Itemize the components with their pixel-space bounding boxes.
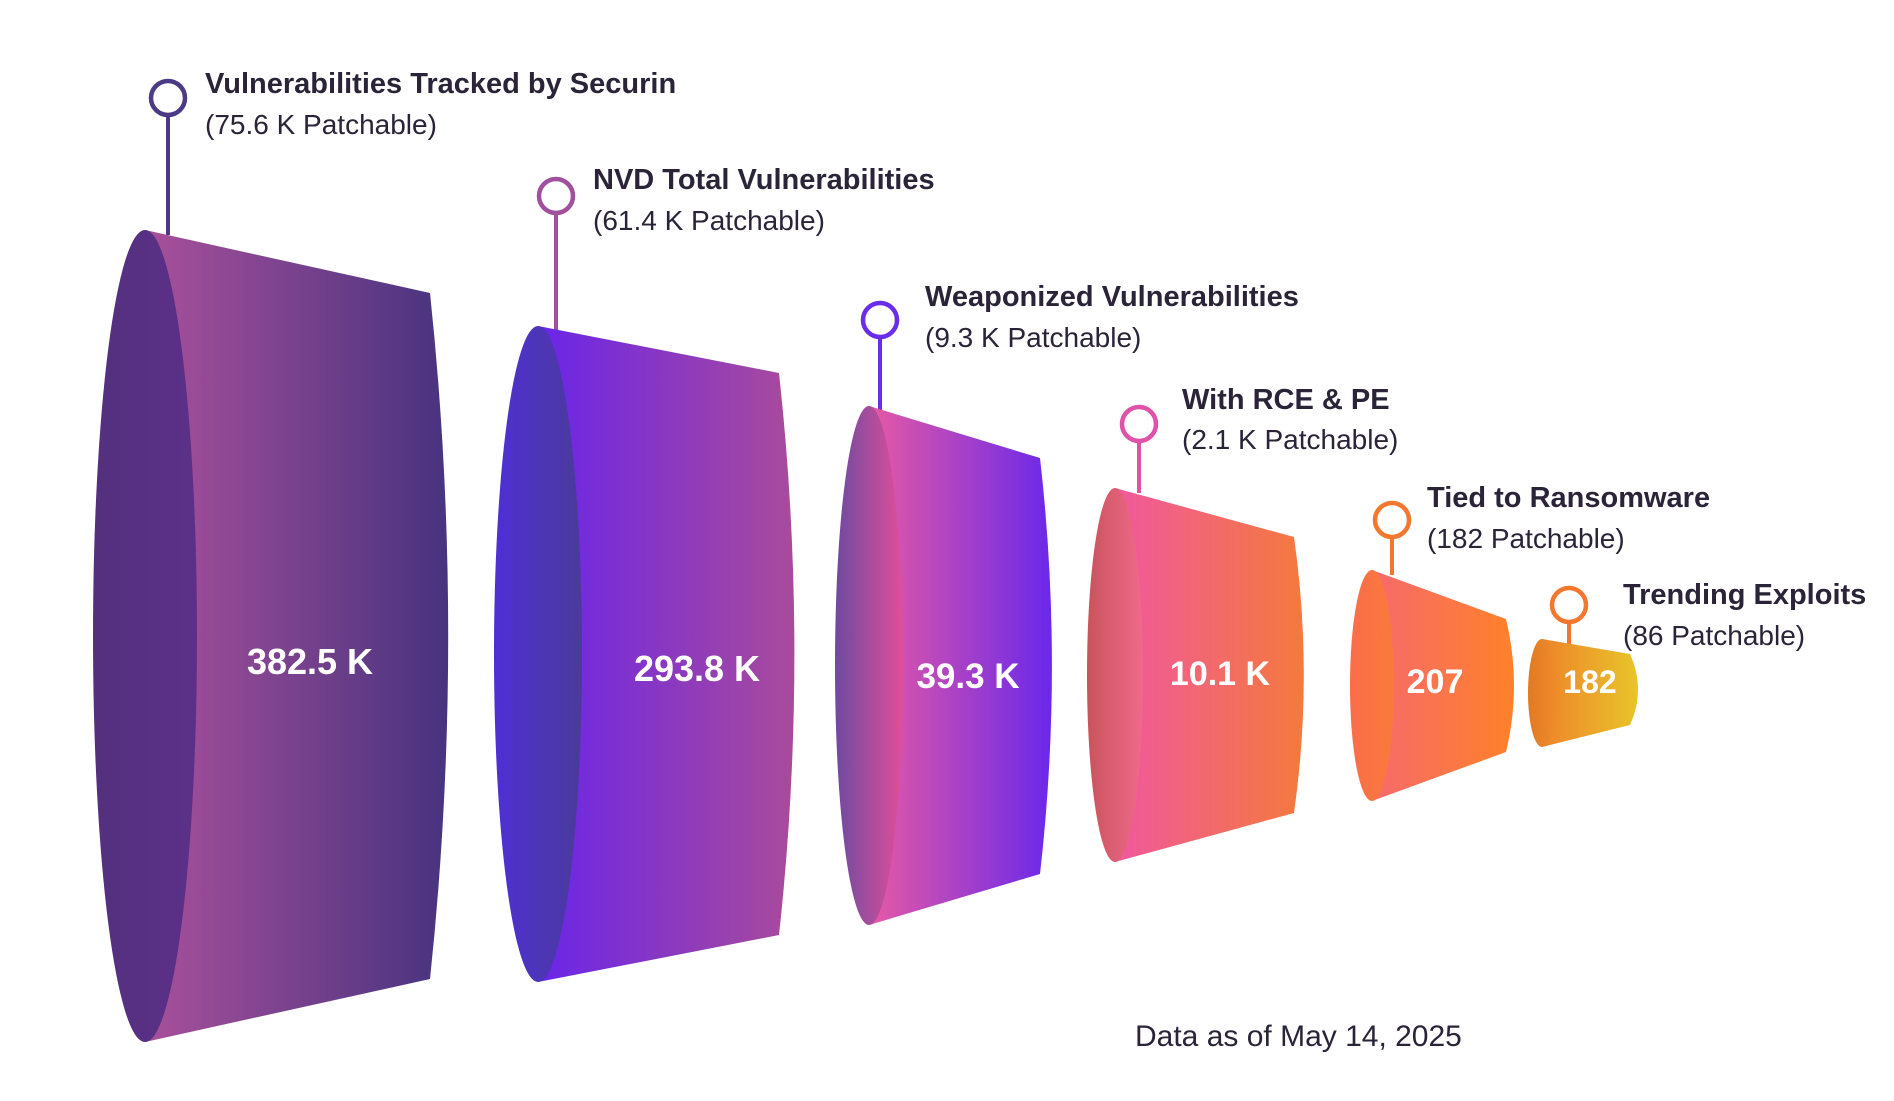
data-date-footnote: Data as of May 14, 2025: [1135, 1020, 1462, 1053]
funnel-stage-4: 10.1 K: [1087, 404, 1304, 862]
stage-body: [145, 230, 449, 1042]
stage-value-label: 207: [1407, 663, 1464, 701]
stage-patchable: (2.1 K Patchable): [1182, 424, 1398, 455]
stage-value-label: 182: [1563, 664, 1616, 700]
funnel-stages: 382.5 K 293.8 K 39.3 K 10.1 K 207 182: [93, 78, 1638, 1042]
stage-body: [1372, 570, 1514, 801]
stage-body: [1115, 488, 1304, 862]
stage-name: Vulnerabilities Tracked by Securin: [205, 68, 676, 100]
funnel-stage-3: 39.3 K: [835, 300, 1052, 925]
stage-patchable: (86 Patchable): [1623, 620, 1805, 651]
stage-value-label: 293.8 K: [634, 648, 760, 689]
stage-marker-circle: [860, 300, 900, 340]
stage-end-cap: [1350, 570, 1394, 801]
stage-label-3: Weaponized Vulnerabilities (9.3 K Patchab…: [925, 281, 1299, 353]
stage-patchable: (75.6 K Patchable): [205, 109, 437, 140]
stage-patchable: (61.4 K Patchable): [593, 205, 825, 236]
funnel-labels: Vulnerabilities Tracked by Securin (75.6 …: [205, 68, 1866, 651]
stage-value-label: 10.1 K: [1170, 655, 1271, 693]
stage-name: NVD Total Vulnerabilities: [593, 164, 935, 196]
stage-label-1: Vulnerabilities Tracked by Securin (75.6 …: [205, 68, 676, 140]
funnel-stage-5: 207: [1350, 500, 1514, 801]
stage-end-cap: [1528, 639, 1556, 747]
stage-label-5: Tied to Ransomware (182 Patchable): [1427, 482, 1710, 554]
stage-marker-circle: [1549, 585, 1589, 625]
stage-end-cap: [1087, 488, 1143, 862]
stage-name: Weaponized Vulnerabilities: [925, 281, 1299, 313]
stage-end-cap: [494, 326, 582, 982]
stage-name: Tied to Ransomware: [1427, 482, 1710, 514]
stage-body: [538, 326, 795, 982]
stage-name: Trending Exploits: [1623, 579, 1866, 611]
stage-body: [869, 406, 1052, 925]
funnel-stage-6: 182: [1528, 585, 1638, 747]
stage-name: With RCE & PE: [1182, 384, 1390, 416]
stage-body: [1542, 639, 1638, 747]
stage-patchable: (182 Patchable): [1427, 523, 1625, 554]
stage-value-label: 39.3 K: [916, 657, 1019, 696]
stage-patchable: (9.3 K Patchable): [925, 322, 1141, 353]
stage-end-cap: [93, 230, 197, 1042]
stage-end-cap: [835, 406, 903, 925]
stage-label-4: With RCE & PE (2.1 K Patchable): [1182, 384, 1398, 455]
stage-marker-circle: [148, 78, 188, 118]
stage-marker-circle: [536, 176, 576, 216]
stage-label-2: NVD Total Vulnerabilities (61.4 K Patchab…: [593, 164, 935, 236]
stage-marker-circle: [1119, 404, 1159, 444]
funnel-stage-1: 382.5 K: [93, 78, 449, 1042]
funnel-stage-2: 293.8 K: [494, 176, 795, 982]
stage-value-label: 382.5 K: [247, 641, 373, 682]
stage-label-6: Trending Exploits (86 Patchable): [1623, 579, 1866, 651]
stage-marker-circle: [1372, 500, 1412, 540]
